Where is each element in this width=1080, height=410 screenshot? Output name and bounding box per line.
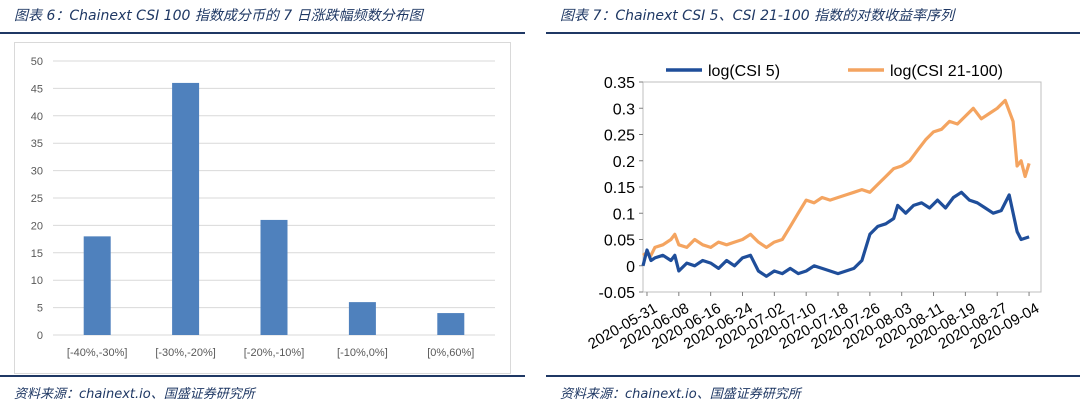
figure-6-chart-area: 0 5 10 15 20 25 30 35 40 45 50 [-40%,-30%] [-30%,-20…	[14, 42, 511, 374]
figure-7-title: 图表 7：Chainext CSI 5、CSI 21-100 指数的对数收益率序…	[560, 8, 955, 24]
bar-x-tick-label: [0%,60%]	[427, 347, 474, 359]
line-chart: -0.0500.050.10.150.20.250.30.352020-05-3…	[585, 63, 1042, 353]
line-y-tick-label: 0.15	[604, 180, 635, 197]
bar-x-tick-label: [-30%,-20%]	[155, 347, 216, 359]
bar-y-tick-label: 5	[37, 303, 43, 315]
bar-y-tick-label: 25	[31, 193, 43, 205]
figure-7-panel: 图表 7：Chainext CSI 5、CSI 21-100 指数的对数收益率序…	[546, 0, 1080, 410]
series-line-csi5	[641, 190, 1030, 278]
figure-6-title: 图表 6：Chainext CSI 100 指数成分币的 7 日涨跌幅频数分布图	[14, 8, 423, 24]
series-line-csi21-100	[642, 98, 1031, 257]
bar-0	[83, 236, 111, 335]
bar-y-tick-label: 35	[31, 138, 43, 150]
bar-x-tick-label: [-10%,0%]	[337, 347, 388, 359]
line-y-tick-label: 0.25	[604, 128, 635, 145]
figure-6-bottom-rule	[0, 375, 525, 377]
legend-label-1: log(CSI 21-100)	[890, 63, 1003, 80]
line-y-tick-label: 0.3	[613, 101, 635, 118]
line-y-tick-label: -0.05	[599, 285, 636, 302]
bar-1	[172, 82, 200, 335]
bar-3	[348, 302, 376, 335]
bar-y-tick-label: 45	[31, 83, 43, 95]
bar-y-tick-label: 50	[31, 56, 43, 68]
bar-chart: 0 5 10 15 20 25 30 35 40 45 50 [-40%,-30%] [-30%,-20…	[31, 56, 495, 359]
bar-x-tick-label: [-20%,-10%]	[244, 347, 305, 359]
figure-7-bottom-rule	[546, 375, 1080, 377]
bar-2	[260, 219, 288, 335]
bar-y-tick-label: 20	[31, 220, 43, 232]
line-y-tick-label: 0.35	[604, 75, 635, 92]
line-y-tick-label: 0.05	[604, 233, 635, 250]
bar-4	[437, 313, 465, 335]
bar-y-tick-label: 10	[31, 275, 43, 287]
figure-7-top-rule	[546, 32, 1080, 34]
bar-y-tick-label: 0	[37, 330, 43, 342]
bar-y-tick-label: 30	[31, 166, 43, 178]
figure-7-source: 资料来源：chainext.io、国盛证券研究所	[560, 387, 801, 402]
bar-x-tick-label: [-40%,-30%]	[67, 347, 128, 359]
line-y-tick-label: 0.2	[613, 154, 635, 171]
bar-y-tick-label: 40	[31, 111, 43, 123]
figure-6-top-rule	[0, 32, 525, 34]
legend-label-0: log(CSI 5)	[708, 63, 780, 80]
figure-6-source: 资料来源：chainext.io、国盛证券研究所	[14, 387, 255, 402]
line-y-tick-label: 0.1	[613, 206, 635, 223]
bar-y-tick-label: 15	[31, 248, 43, 260]
figure-6-panel: 图表 6：Chainext CSI 100 指数成分币的 7 日涨跌幅频数分布图…	[0, 0, 525, 410]
line-y-tick-label: 0	[626, 259, 635, 276]
